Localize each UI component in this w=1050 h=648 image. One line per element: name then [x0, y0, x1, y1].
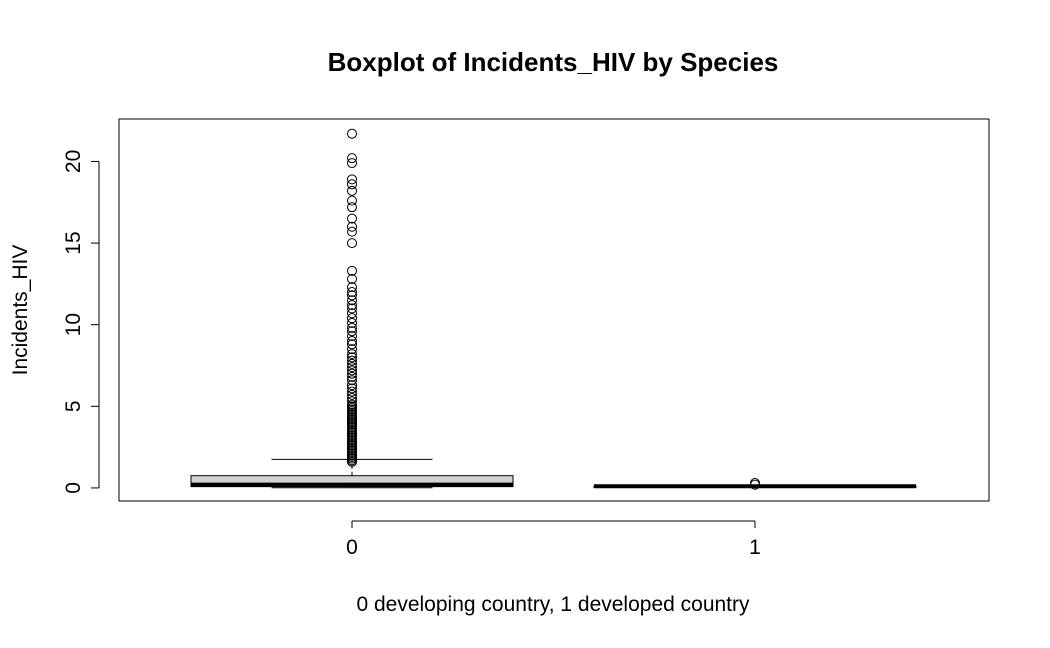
outlier-point: [347, 393, 357, 404]
y-tick-label: 15: [62, 231, 85, 254]
outlier-point: [347, 287, 357, 298]
outlier-point: [347, 326, 357, 337]
outlier-point: [347, 339, 357, 350]
outlier-point: [347, 128, 357, 139]
outlier-point: [750, 478, 760, 489]
outlier-point: [347, 290, 357, 301]
outlier-point: [347, 300, 357, 311]
x-tick-label: 0: [346, 536, 358, 559]
outlier-point: [347, 265, 357, 276]
outlier-point: [347, 273, 357, 284]
box-1: [593, 478, 917, 490]
outlier-point: [347, 375, 357, 386]
outlier-point: [347, 349, 357, 360]
outlier-point: [347, 380, 357, 391]
outlier-point: [347, 308, 357, 319]
y-tick-label: 5: [62, 400, 85, 412]
outlier-point: [347, 355, 357, 366]
outlier-point: [347, 365, 357, 376]
outlier-point: [347, 174, 357, 185]
box-0: [190, 128, 514, 489]
outlier-point: [347, 336, 357, 347]
y-tick-label: 20: [62, 150, 85, 173]
outlier-point: [347, 371, 357, 382]
plot-frame: [118, 118, 990, 502]
outlier-point: [347, 179, 357, 190]
chart-title: Boxplot of Incidents_HIV by Species: [328, 47, 779, 77]
outlier-point: [347, 396, 357, 407]
outlier-point: [347, 386, 357, 397]
outlier-point: [347, 282, 357, 293]
outlier-point: [347, 303, 357, 314]
y-tick-label: 10: [62, 313, 85, 336]
outlier-point: [347, 221, 357, 232]
outlier-point: [347, 318, 357, 329]
outlier-point: [347, 399, 357, 410]
outlier-point: [347, 383, 357, 394]
outlier-point: [347, 238, 357, 249]
outlier-point: [347, 331, 357, 342]
outlier-point: [347, 158, 357, 169]
outlier-point: [347, 195, 357, 206]
outlier-point: [347, 322, 357, 333]
x-tick-label: 1: [749, 536, 761, 559]
outlier-point: [347, 185, 357, 196]
outlier-point: [347, 313, 357, 324]
box-group: [190, 128, 917, 490]
outlier-point: [347, 153, 357, 164]
y-tick-label: 0: [62, 482, 85, 494]
outlier-point: [347, 362, 357, 373]
outlier-point: [347, 358, 357, 369]
outlier-point: [347, 213, 357, 224]
outlier-point: [347, 295, 357, 306]
outlier-point: [347, 226, 357, 237]
outlier-point: [347, 202, 357, 213]
outlier-point: [347, 368, 357, 379]
outlier-point: [347, 344, 357, 355]
outlier-point: [347, 389, 357, 400]
x-axis-label: 0 developing country, 1 developed countr…: [356, 593, 750, 616]
y-axis: 0 5 10 15 20: [62, 150, 100, 494]
outlier-point: [347, 352, 357, 363]
y-axis-label: Incidents_HIV: [9, 245, 32, 376]
